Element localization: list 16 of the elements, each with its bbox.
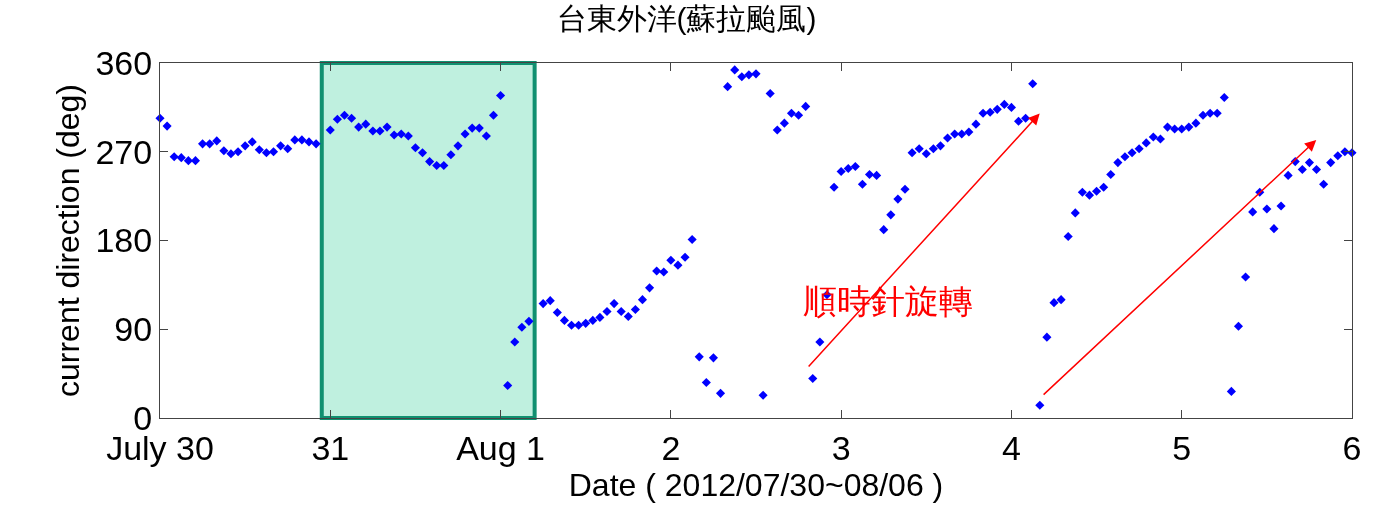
x-axis-title: Date ( 2012/07/30~08/06 ) xyxy=(568,466,944,503)
x-tick-label: Aug 1 xyxy=(456,428,545,467)
x-tick-label: 6 xyxy=(1342,428,1362,467)
y-tick-label: 180 xyxy=(95,221,153,260)
y-tick-label: 90 xyxy=(114,310,153,349)
x-tick-label: 4 xyxy=(1001,428,1021,467)
x-tick-label: 5 xyxy=(1172,428,1192,467)
x-tick-label: 3 xyxy=(831,428,851,467)
x-tick-label: 31 xyxy=(311,428,350,467)
y-tick-label: 360 xyxy=(95,43,153,82)
x-tick-label: 2 xyxy=(661,428,681,467)
annotation: 順時針旋轉 xyxy=(803,281,973,321)
chart-title: 台東外洋(蘇拉颱風) xyxy=(556,1,817,35)
y-tick-label: 270 xyxy=(95,132,153,171)
y-tick-label: 0 xyxy=(133,398,153,437)
y-axis-title: current direction (deg) xyxy=(49,83,86,398)
